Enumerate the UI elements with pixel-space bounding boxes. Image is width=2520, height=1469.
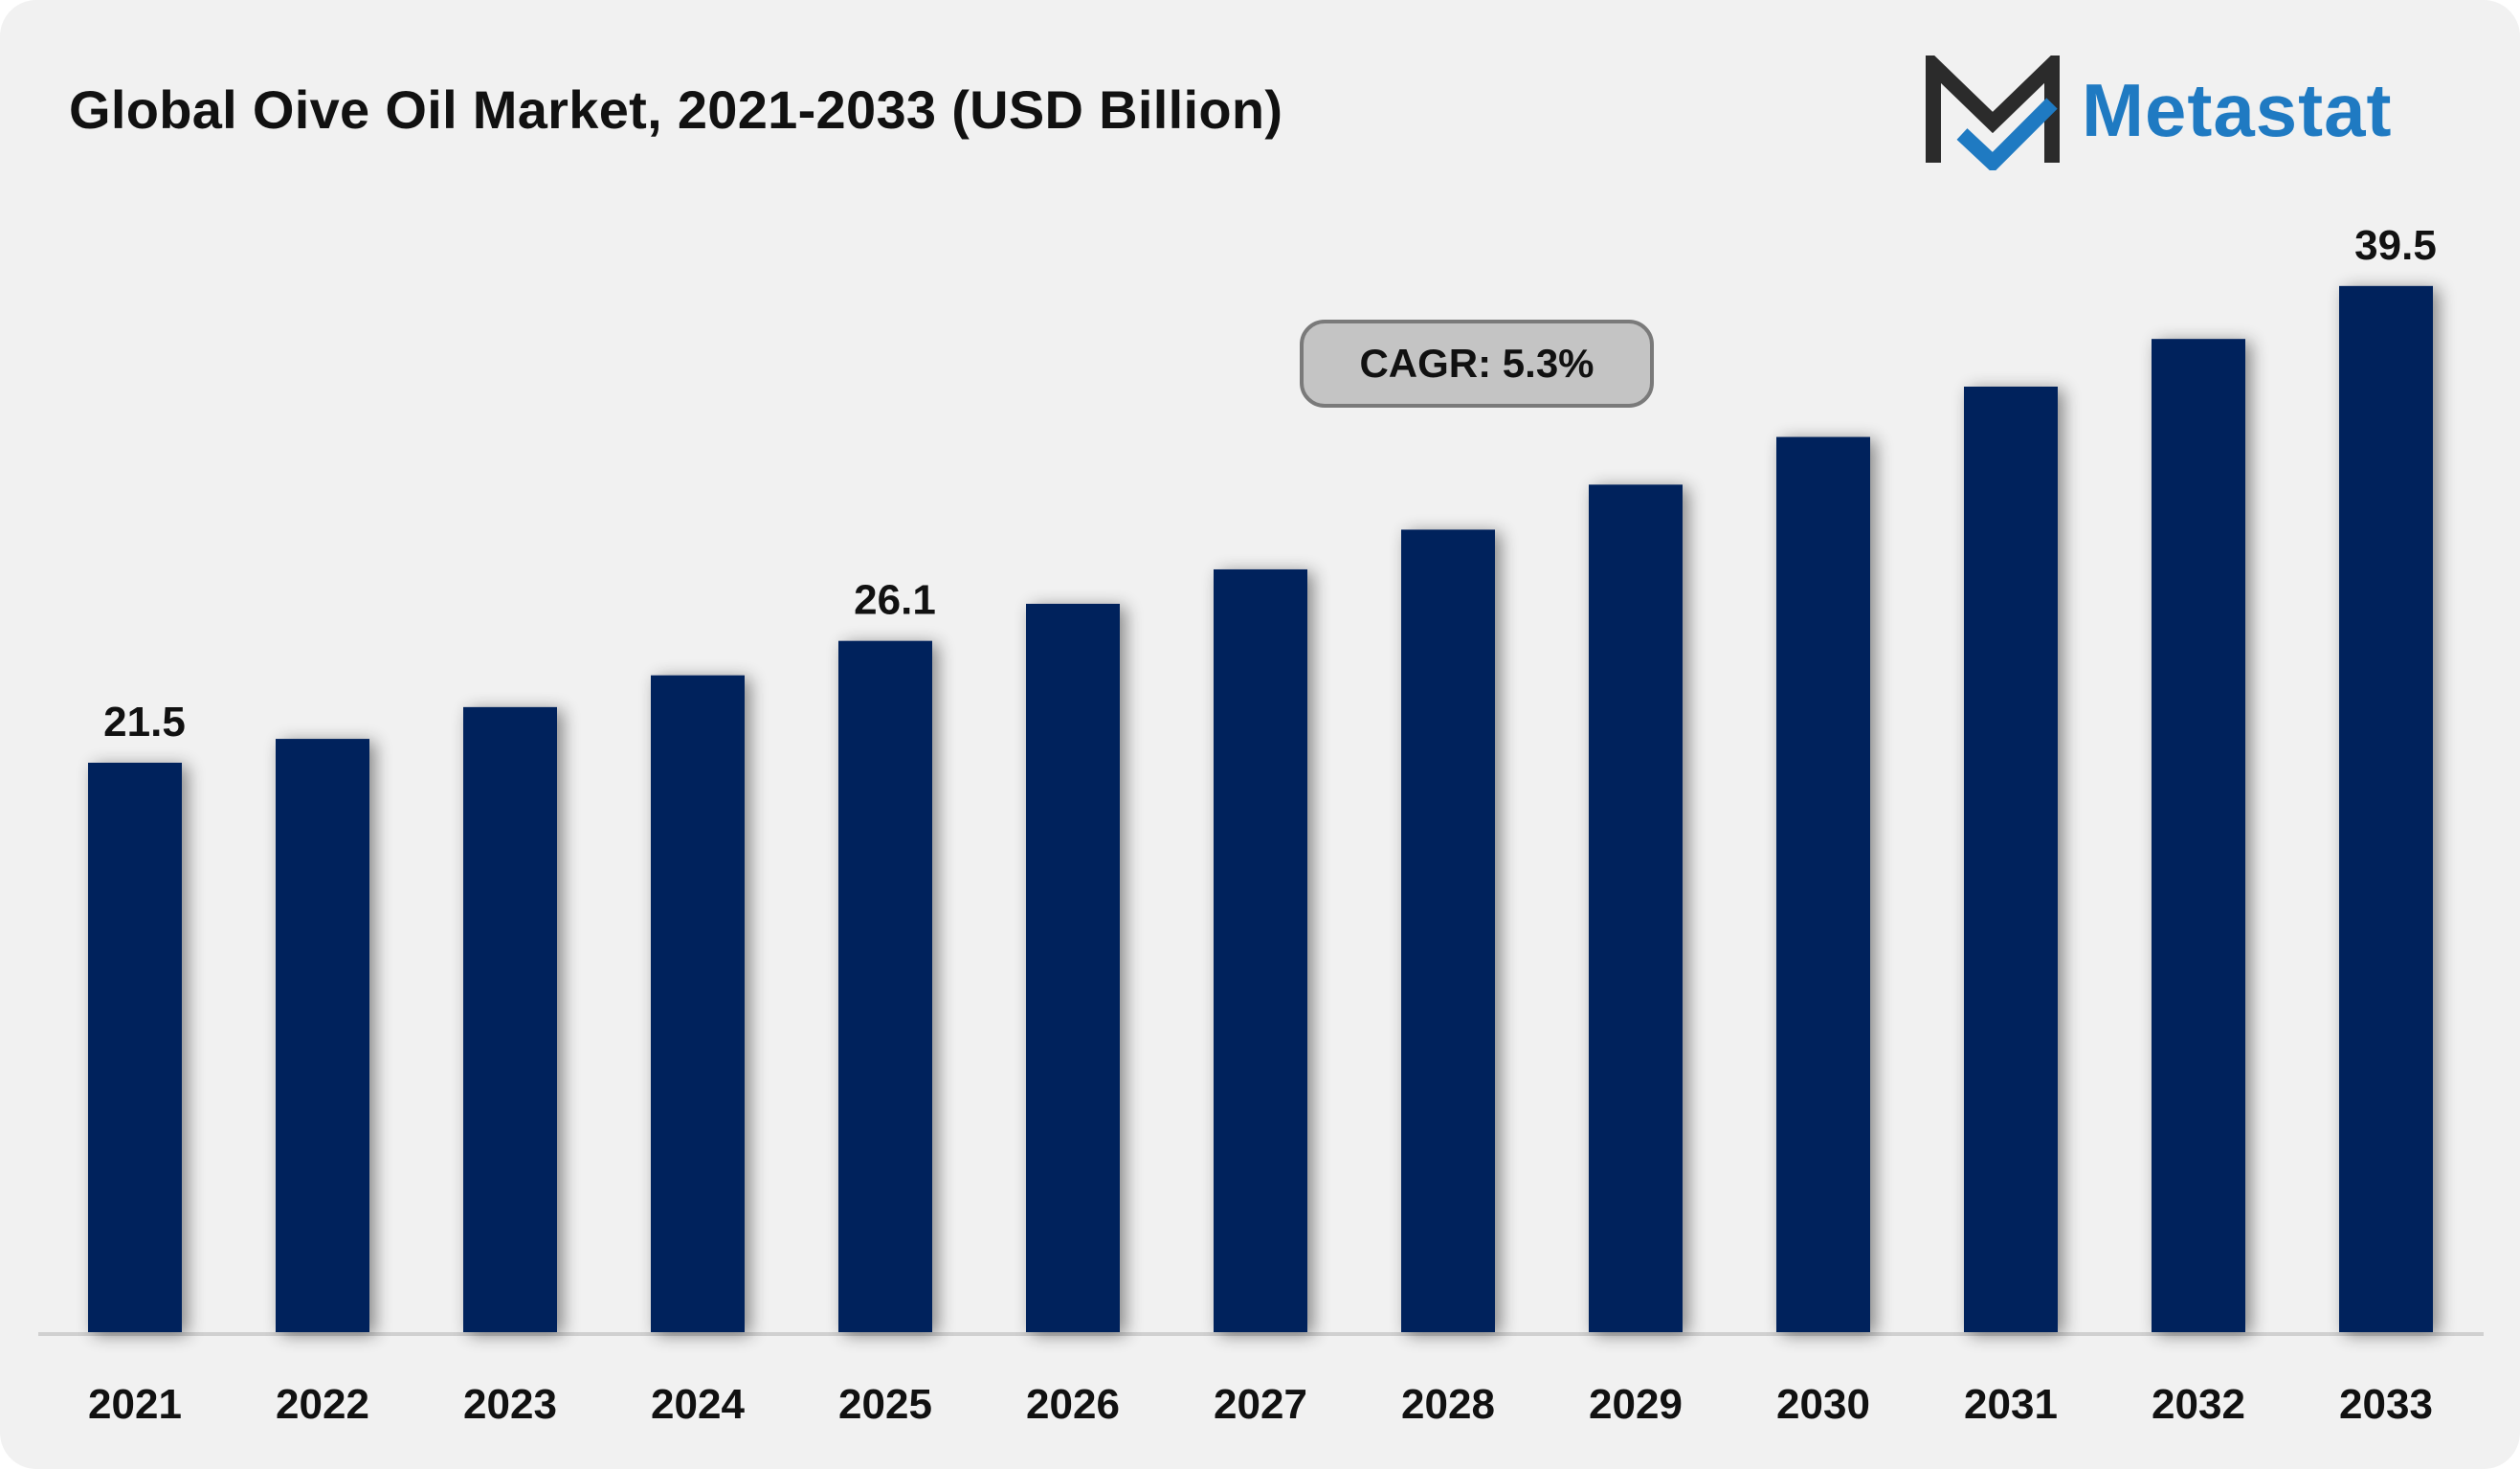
bar-2030	[1776, 436, 1870, 1333]
bar-2028	[1401, 529, 1495, 1332]
x-tick-label-2027: 2027	[1214, 1381, 1307, 1428]
x-tick-label-2029: 2029	[1589, 1381, 1683, 1428]
data-label-2025: 26.1	[854, 577, 936, 624]
bar-2025	[838, 640, 932, 1332]
logo-text: Metastat	[2082, 68, 2393, 152]
x-tick-label-2022: 2022	[276, 1381, 369, 1428]
metastat-m-logo-icon	[1926, 56, 2060, 170]
chart-title: Global Oive Oil Market, 2021-2033 (USD B…	[69, 79, 1283, 140]
x-tick-label-2021: 2021	[88, 1381, 182, 1428]
bar-2024	[651, 675, 745, 1332]
cagr-badge: CAGR: 5.3%	[1300, 320, 1654, 408]
x-tick-label-2032: 2032	[2152, 1381, 2245, 1428]
x-tick-label-2026: 2026	[1026, 1381, 1120, 1428]
x-tick-label-2023: 2023	[463, 1381, 557, 1428]
bar-2021	[88, 762, 182, 1332]
data-label-2033: 39.5	[2354, 222, 2437, 269]
x-tick-label-2025: 2025	[838, 1381, 932, 1428]
x-tick-label-2024: 2024	[651, 1381, 745, 1428]
bar-2022	[276, 739, 369, 1332]
bar-2029	[1589, 484, 1683, 1332]
data-label-2021: 21.5	[103, 699, 186, 746]
bar-2031	[1964, 387, 2058, 1332]
x-tick-label-2030: 2030	[1776, 1381, 1870, 1428]
bar-2027	[1214, 568, 1307, 1332]
bar-2023	[463, 706, 557, 1332]
bar-2033	[2339, 285, 2433, 1332]
bar-2026	[1026, 603, 1120, 1332]
x-tick-label-2028: 2028	[1401, 1381, 1495, 1428]
metastat-logo: Metastat	[1924, 56, 2460, 170]
bar-2032	[2152, 339, 2245, 1332]
x-tick-label-2033: 2033	[2339, 1381, 2433, 1428]
x-tick-label-2031: 2031	[1964, 1381, 2058, 1428]
